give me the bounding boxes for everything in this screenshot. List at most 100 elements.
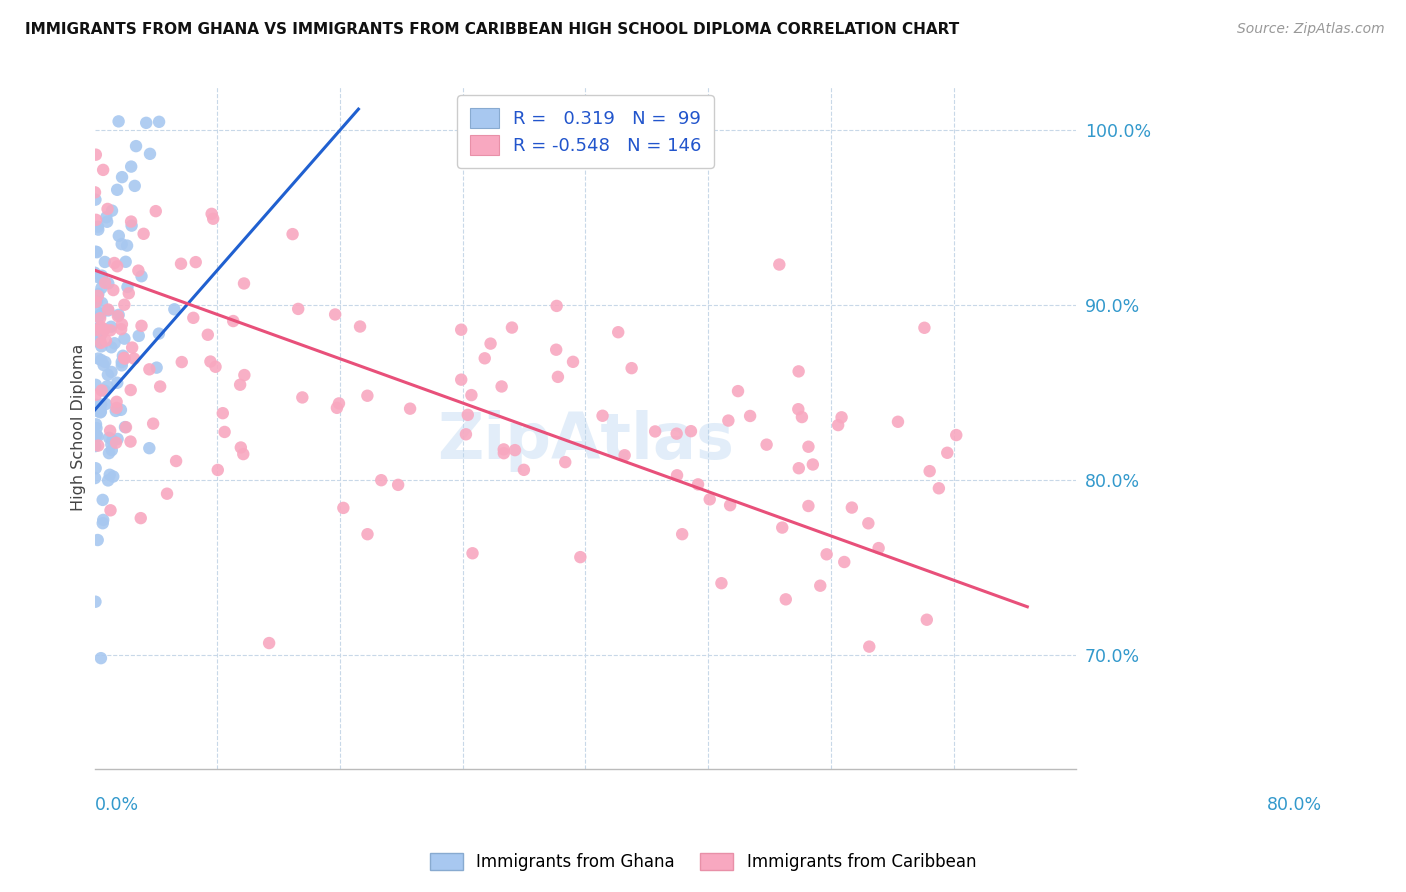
Point bbox=[84, 417, 107, 432]
Point bbox=[607, 325, 630, 339]
Point bbox=[547, 369, 569, 384]
Point bbox=[718, 498, 741, 512]
Point bbox=[808, 579, 831, 593]
Point bbox=[801, 458, 824, 472]
Point bbox=[98, 467, 121, 482]
Point bbox=[105, 394, 128, 409]
Point bbox=[332, 500, 354, 515]
Point bbox=[112, 332, 135, 346]
Point bbox=[107, 309, 129, 323]
Point bbox=[87, 310, 110, 324]
Point bbox=[84, 147, 107, 161]
Point bbox=[90, 335, 112, 350]
Point bbox=[100, 340, 122, 354]
Point bbox=[108, 228, 131, 243]
Point bbox=[107, 432, 129, 446]
Point bbox=[546, 343, 568, 357]
Point bbox=[450, 323, 472, 337]
Point bbox=[101, 203, 124, 218]
Point bbox=[328, 396, 350, 410]
Point bbox=[170, 355, 193, 369]
Point bbox=[679, 424, 702, 438]
Point bbox=[124, 178, 146, 193]
Point bbox=[887, 415, 910, 429]
Point bbox=[105, 259, 128, 273]
Point bbox=[768, 258, 790, 272]
Point bbox=[96, 215, 118, 229]
Point bbox=[120, 434, 142, 449]
Point bbox=[90, 397, 112, 411]
Point bbox=[399, 401, 422, 416]
Point bbox=[84, 323, 107, 337]
Point bbox=[233, 368, 256, 382]
Point bbox=[90, 651, 112, 665]
Point bbox=[111, 170, 134, 185]
Point bbox=[87, 219, 110, 234]
Point bbox=[93, 358, 115, 372]
Point bbox=[149, 379, 172, 393]
Point bbox=[86, 245, 108, 260]
Point bbox=[91, 162, 114, 177]
Point bbox=[87, 289, 110, 303]
Point bbox=[90, 271, 112, 285]
Point bbox=[84, 461, 107, 475]
Point bbox=[84, 193, 107, 207]
Point bbox=[104, 404, 127, 418]
Point bbox=[120, 160, 142, 174]
Point bbox=[90, 353, 112, 368]
Point bbox=[94, 355, 117, 369]
Point bbox=[454, 427, 477, 442]
Point bbox=[84, 439, 107, 453]
Point bbox=[111, 355, 134, 369]
Point bbox=[142, 417, 165, 431]
Point bbox=[94, 334, 117, 348]
Point bbox=[479, 336, 502, 351]
Point bbox=[204, 359, 226, 374]
Point bbox=[84, 212, 107, 227]
Text: 0.0%: 0.0% bbox=[94, 797, 139, 814]
Point bbox=[457, 408, 479, 422]
Point bbox=[156, 486, 179, 500]
Point bbox=[197, 327, 219, 342]
Point bbox=[100, 503, 122, 517]
Point bbox=[87, 270, 110, 285]
Point bbox=[291, 391, 314, 405]
Point bbox=[111, 359, 134, 373]
Point bbox=[103, 283, 125, 297]
Point bbox=[710, 576, 733, 591]
Point bbox=[138, 441, 160, 455]
Point bbox=[120, 214, 142, 228]
Point bbox=[83, 266, 105, 280]
Point bbox=[918, 464, 941, 478]
Point bbox=[370, 473, 392, 487]
Point bbox=[592, 409, 614, 423]
Point bbox=[97, 368, 120, 382]
Point bbox=[554, 455, 576, 469]
Point bbox=[671, 527, 693, 541]
Point bbox=[492, 446, 515, 460]
Point bbox=[787, 364, 810, 378]
Point bbox=[103, 256, 125, 270]
Point bbox=[91, 323, 114, 337]
Point bbox=[111, 349, 134, 363]
Point bbox=[97, 202, 120, 216]
Point bbox=[114, 254, 136, 268]
Point bbox=[165, 454, 187, 468]
Point bbox=[281, 227, 304, 241]
Point bbox=[127, 263, 149, 277]
Point bbox=[89, 311, 111, 326]
Point bbox=[755, 437, 778, 451]
Point bbox=[613, 448, 636, 462]
Point bbox=[222, 314, 245, 328]
Point bbox=[148, 115, 170, 129]
Point bbox=[105, 435, 128, 450]
Point bbox=[200, 354, 222, 368]
Point bbox=[84, 244, 107, 259]
Point bbox=[787, 402, 810, 417]
Legend: Immigrants from Ghana, Immigrants from Caribbean: Immigrants from Ghana, Immigrants from C… bbox=[422, 845, 984, 880]
Point bbox=[111, 318, 134, 332]
Point bbox=[118, 286, 141, 301]
Point bbox=[90, 339, 112, 353]
Point bbox=[491, 379, 513, 393]
Point bbox=[460, 388, 482, 402]
